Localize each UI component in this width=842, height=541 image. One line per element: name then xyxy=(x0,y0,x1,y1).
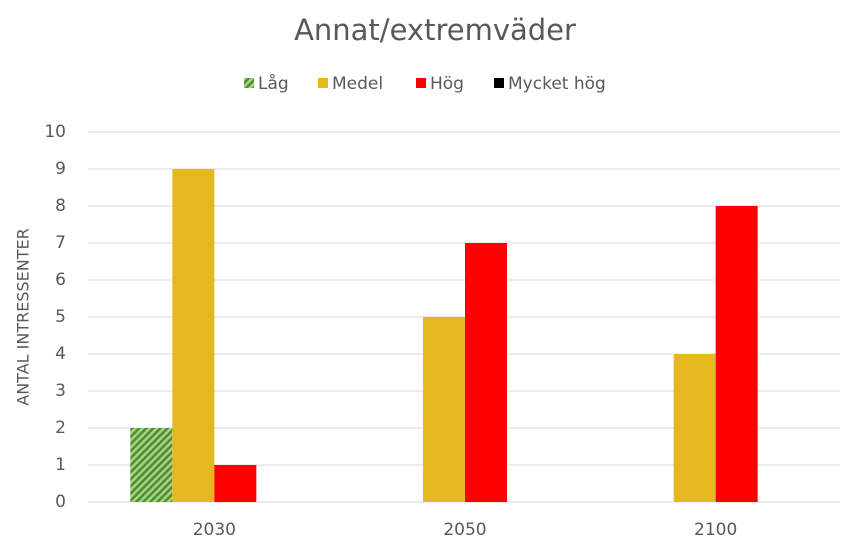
legend-swatch xyxy=(244,78,254,88)
bar xyxy=(465,243,507,502)
y-tick-label: 5 xyxy=(55,307,66,327)
legend-swatch xyxy=(318,78,328,88)
y-tick-label: 9 xyxy=(55,159,66,179)
bar xyxy=(423,317,465,502)
x-tick-label: 2050 xyxy=(443,520,486,540)
y-tick-label: 10 xyxy=(44,122,66,142)
bar xyxy=(130,428,173,502)
y-tick-label: 6 xyxy=(55,270,66,290)
bar xyxy=(172,169,215,502)
y-tick-label: 4 xyxy=(55,344,66,364)
y-tick-label: 2 xyxy=(55,418,66,438)
legend-label: Låg xyxy=(258,73,289,94)
bar xyxy=(214,465,257,502)
legend-label: Hög xyxy=(430,74,464,94)
legend-swatch xyxy=(416,78,426,88)
x-tick-label: 2030 xyxy=(193,520,236,540)
y-tick-label: 7 xyxy=(55,233,66,253)
legend-label: Medel xyxy=(332,74,383,94)
y-axis-label: ANTAL INTRESSENTER xyxy=(14,228,33,405)
bar xyxy=(673,354,716,502)
chart-title: Annat/extremväder xyxy=(294,13,576,47)
y-tick-label: 0 xyxy=(55,492,66,512)
y-tick-label: 8 xyxy=(55,196,66,216)
y-tick-label: 1 xyxy=(55,455,66,475)
legend-swatch xyxy=(494,78,504,88)
x-tick-label: 2100 xyxy=(694,520,737,540)
bar xyxy=(715,206,758,502)
legend-label: Mycket hög xyxy=(508,74,606,94)
y-tick-label: 3 xyxy=(55,381,66,401)
